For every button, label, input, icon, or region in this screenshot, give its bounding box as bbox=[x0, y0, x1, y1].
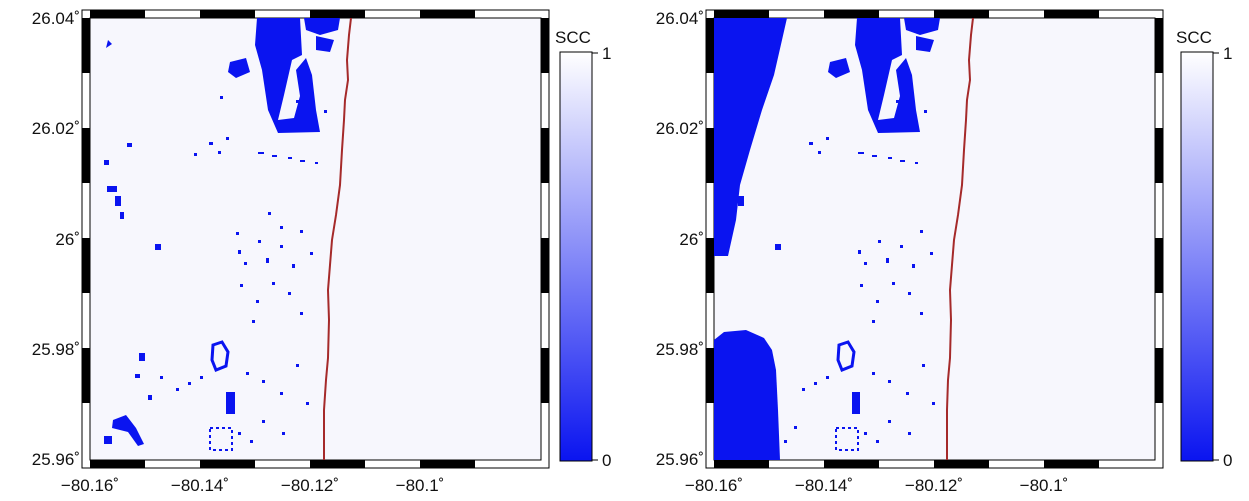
x-tick-label: −80.12˚ bbox=[904, 476, 964, 495]
y-tick-label: 26.02˚ bbox=[31, 119, 80, 138]
colorbar-min-label: 0 bbox=[602, 451, 612, 470]
x-tick-label: −80.1˚ bbox=[1019, 476, 1069, 495]
frame-ticks bbox=[706, 10, 1163, 468]
y-tick-label: 26˚ bbox=[679, 230, 704, 249]
map-right-svg bbox=[705, 9, 1219, 469]
y-tick-label: 25.98˚ bbox=[31, 340, 80, 359]
y-tick-label: 26.04˚ bbox=[31, 9, 80, 28]
map-left-svg bbox=[81, 9, 598, 469]
x-tick-label: −80.16˚ bbox=[60, 476, 120, 495]
y-tick-label: 26.04˚ bbox=[655, 9, 704, 28]
y-tick-label: 26.02˚ bbox=[655, 119, 704, 138]
outer-frame bbox=[81, 9, 550, 469]
map-panel-right: 26.04˚ 26.02˚ 26˚ 25.98˚ 25.96˚ −80.16˚ … bbox=[624, 0, 1249, 501]
low-coherence-patches bbox=[104, 18, 340, 451]
colorbar-max-label: 1 bbox=[602, 44, 612, 63]
colorbar-max-label: 1 bbox=[1223, 44, 1233, 63]
colorbar bbox=[1180, 51, 1214, 462]
map-area bbox=[713, 17, 1156, 461]
colorbar-title: SCC bbox=[555, 28, 591, 47]
x-tick-label: −80.14˚ bbox=[794, 476, 854, 495]
low-coherence-patches bbox=[714, 18, 940, 460]
speckles bbox=[784, 100, 935, 443]
x-tick-label: −80.1˚ bbox=[395, 476, 445, 495]
frame-ticks bbox=[82, 10, 549, 468]
x-tick-label: −80.16˚ bbox=[684, 476, 744, 495]
x-tick-label: −80.14˚ bbox=[170, 476, 230, 495]
coastline bbox=[946, 17, 974, 460]
colorbar-min-label: 0 bbox=[1223, 451, 1233, 470]
outer-frame bbox=[705, 9, 1164, 469]
map-area bbox=[89, 17, 542, 461]
y-tick-label: 25.96˚ bbox=[31, 450, 80, 469]
colorbar bbox=[559, 51, 593, 462]
x-tick-label: −80.12˚ bbox=[280, 476, 340, 495]
y-tick-label: 25.96˚ bbox=[655, 450, 704, 469]
map-panel-left: 26.04˚ 26.02˚ 26˚ 25.98˚ 25.96˚ −80.16˚ … bbox=[0, 0, 620, 501]
colorbar-title: SCC bbox=[1176, 28, 1212, 47]
y-tick-label: 25.98˚ bbox=[655, 340, 704, 359]
coastline bbox=[323, 17, 352, 460]
y-tick-label: 26˚ bbox=[55, 230, 80, 249]
speckles bbox=[160, 96, 327, 443]
